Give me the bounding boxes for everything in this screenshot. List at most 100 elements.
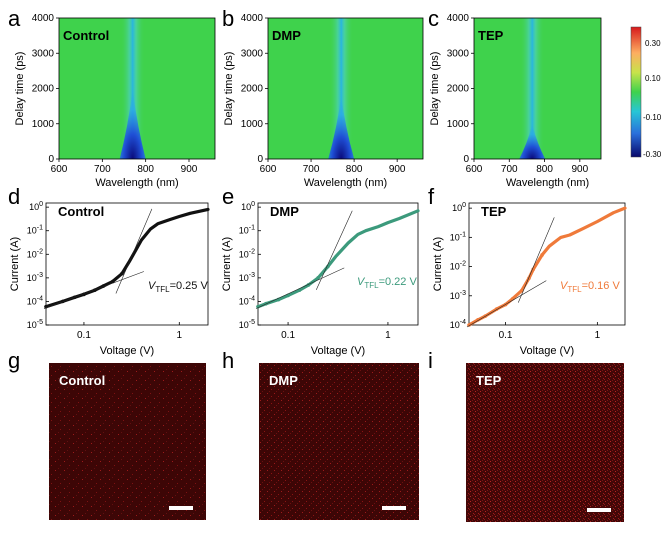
x-tick-label: 600	[51, 164, 68, 175]
fit-line-tfl	[115, 208, 153, 294]
x-tick-label: 700	[303, 164, 320, 175]
y-tick-label: 2000	[241, 84, 264, 95]
panel-letter-e: e	[222, 184, 235, 209]
iv-plot-d: 100 10-1 10-2 10-3 10-4 10-5 0.1 1 Voltage (V) Cu…	[9, 201, 210, 357]
x-tick-label: 1	[385, 330, 391, 341]
y-tick-label: 3000	[447, 48, 470, 59]
x-tick-label: 0.1	[499, 330, 513, 341]
x-tick-label: 600	[466, 164, 483, 175]
x-axis-title: Voltage (V)	[520, 345, 574, 357]
plot-frame	[468, 202, 626, 326]
heatmap-title: DMP	[272, 28, 301, 43]
heatmap-signal	[328, 95, 355, 159]
heatmap-signal	[119, 88, 146, 159]
heatmap-title: TEP	[478, 28, 504, 43]
y-tick-label: 4000	[447, 13, 470, 24]
y-tick-label: 10-3	[450, 290, 466, 301]
x-tick-label: 600	[260, 164, 277, 175]
y-tick-label: 10-1	[450, 231, 466, 242]
plot-title: DMP	[270, 204, 299, 219]
heatmap-signal	[519, 123, 546, 159]
plot-title: TEP	[481, 204, 507, 219]
scale-bar	[382, 506, 406, 510]
micrograph-title: Control	[59, 373, 105, 388]
plot-title: Control	[58, 204, 104, 219]
heatmap-band	[120, 18, 145, 159]
y-tick-label: 10-1	[239, 225, 255, 236]
colorbar: 0.30 0.10 -0.10 -0.30	[630, 26, 662, 159]
x-axis-title: Voltage (V)	[100, 345, 154, 357]
panel-letter-d: d	[8, 184, 21, 209]
y-tick-label: 2000	[32, 84, 55, 95]
y-tick-label: 1000	[241, 119, 264, 130]
y-tick-label: 1000	[32, 119, 55, 130]
vtfl-label: VTFL=0.22 V	[357, 276, 417, 290]
iv-plot-e: 100 10-1 10-2 10-3 10-4 10-5 0.1 1 Voltage (V) Cu…	[221, 201, 420, 357]
data-point	[519, 288, 524, 293]
panel-letter-h: h	[222, 348, 235, 373]
fit-line-ohmic	[43, 271, 144, 309]
heatmap-panel-a: Control 0 1000 2000 3000 4000 600 700 800 900Wave…	[14, 13, 216, 189]
scale-bar	[587, 508, 611, 512]
x-axis-title: Wavelength (nm)	[506, 177, 589, 189]
data-point	[531, 267, 535, 272]
y-tick-label: 10-5	[27, 319, 43, 330]
scale-bar	[169, 506, 193, 510]
x-axis-title: Wavelength (nm)	[95, 177, 178, 189]
colorbar-tick-1: 0.10	[645, 74, 661, 83]
data-point	[110, 279, 115, 284]
y-tick-label: 100	[452, 202, 466, 213]
x-tick-label: 700	[501, 164, 518, 175]
heatmap-panel-c: TEP 0 1000 2000 3000 4000 600 700 800 900 Waveleng…	[429, 13, 602, 189]
x-tick-label: 800	[346, 164, 363, 175]
panel-letter-a: a	[8, 6, 21, 31]
heatmap-panel-b: DMP 0 1000 2000 3000 4000 600 700 800 900Waveleng…	[223, 13, 424, 189]
x-axis-title: Voltage (V)	[311, 345, 365, 357]
x-axis-title: Wavelength (nm)	[304, 177, 387, 189]
y-tick-label: 2000	[447, 84, 470, 95]
x-tick-label: 800	[536, 164, 553, 175]
micrograph-title: DMP	[269, 373, 298, 388]
y-axis-title: Current (A)	[9, 237, 21, 291]
x-tick-label: 900	[571, 164, 588, 175]
data-point	[476, 318, 480, 322]
y-axis-title: Delay time (ps)	[429, 52, 441, 126]
x-tick-label: 0.1	[281, 330, 295, 341]
y-tick-label: 0	[48, 154, 54, 165]
x-tick-label: 0.1	[77, 330, 91, 341]
data-point	[467, 323, 471, 327]
panel-letter-b: b	[222, 6, 235, 31]
fit-line-tfl	[315, 210, 353, 290]
y-tick-label: 0	[257, 154, 263, 165]
y-tick-label: 100	[241, 201, 255, 212]
micrograph-i: TEP	[466, 363, 624, 522]
panel-letter-i: i	[428, 348, 433, 373]
y-tick-label: 10-3	[239, 272, 255, 283]
y-tick-label: 4000	[32, 13, 55, 24]
data-point	[326, 264, 330, 269]
iv-plot-f: 100 10-1 10-2 10-3 10-4 0.1 1 Voltage (V) Curren…	[432, 202, 627, 357]
y-tick-label: 10-4	[239, 295, 255, 306]
y-tick-label: 10-2	[450, 261, 466, 272]
micrograph-image	[49, 363, 206, 520]
y-tick-label: 10-2	[239, 248, 255, 259]
y-axis-title: Current (A)	[221, 237, 233, 291]
data-point	[316, 276, 320, 280]
plot-frame	[257, 202, 419, 326]
y-tick-label: 1000	[447, 119, 470, 130]
micrograph-h: DMP	[259, 363, 419, 520]
heatmap-title: Control	[63, 28, 109, 43]
y-tick-label: 10-5	[239, 319, 255, 330]
y-tick-label: 10-4	[450, 319, 466, 330]
colorbar-tick-2: -0.10	[643, 113, 662, 122]
vtfl-label: VTFL=0.16 V	[560, 280, 620, 294]
micrograph-image	[466, 363, 624, 522]
iv-curve	[256, 209, 420, 309]
micrograph-image	[259, 363, 419, 520]
x-tick-label: 800	[137, 164, 154, 175]
y-tick-label: 3000	[32, 48, 55, 59]
panel-letter-f: f	[428, 184, 435, 209]
fit-line-tfl	[518, 217, 555, 303]
data-point	[120, 271, 124, 276]
